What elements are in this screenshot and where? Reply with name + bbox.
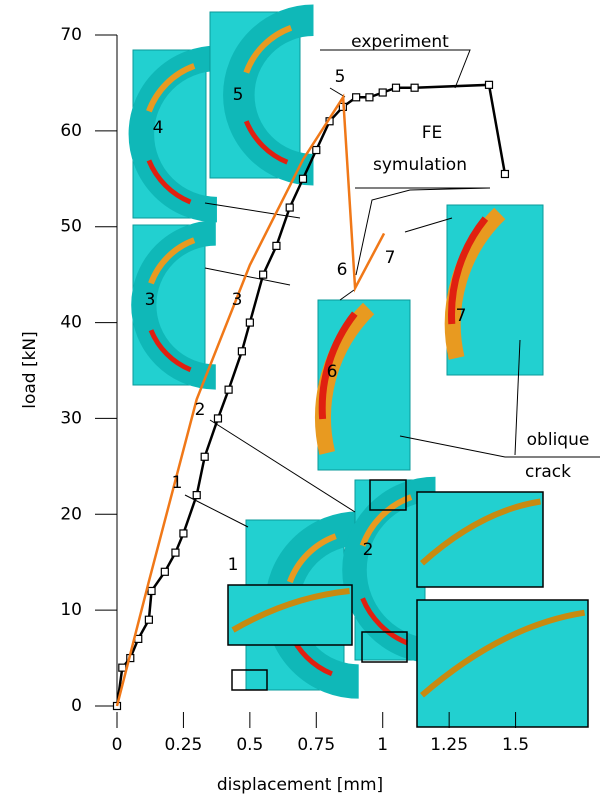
x-tick-label: 0.75 — [297, 735, 335, 755]
x-tick-label: 1 — [377, 735, 388, 755]
point-marker — [119, 664, 126, 671]
point-marker — [238, 348, 245, 355]
point-marker — [201, 453, 208, 460]
y-tick-label: 50 — [60, 217, 82, 237]
point-marker — [300, 175, 307, 182]
point-marker — [393, 84, 400, 91]
point-marker — [260, 271, 267, 278]
y-axis-label: load [kN] — [20, 331, 40, 409]
annotation: 6 — [327, 362, 338, 382]
annotation: 6 — [337, 260, 348, 280]
point-marker — [214, 415, 221, 422]
annotation: 2 — [363, 540, 374, 560]
point-marker — [246, 319, 253, 326]
y-tick-label: 40 — [60, 313, 82, 333]
x-tick-label: 0.5 — [236, 735, 263, 755]
y-tick-label: 0 — [71, 696, 82, 716]
point-marker — [366, 94, 373, 101]
point-marker — [486, 81, 493, 88]
point-marker — [353, 94, 360, 101]
point-marker — [313, 147, 320, 154]
x-axis-label: displacement [mm] — [217, 775, 383, 795]
y-tick-label: 30 — [60, 408, 82, 428]
y-tick-label: 20 — [60, 504, 82, 524]
chart: 0 10 20 30 40 50 60 70 0 0.25 0.5 0.75 1 1.25 1.5 load… — [0, 0, 608, 803]
annotation: experiment — [351, 32, 449, 52]
point-marker — [411, 84, 418, 91]
point-marker — [501, 170, 508, 177]
annotation: 5 — [233, 85, 244, 105]
x-tick-label: 1.5 — [502, 735, 529, 755]
annotation: 1 — [228, 555, 239, 575]
point-marker — [273, 242, 280, 249]
point-marker — [180, 530, 187, 537]
point-marker — [172, 549, 179, 556]
point-marker — [379, 89, 386, 96]
y-tick-label: 10 — [60, 600, 82, 620]
annotation: 5 — [335, 67, 346, 87]
x-tick-label: 0 — [112, 735, 123, 755]
annotation: 2 — [195, 400, 206, 420]
point-marker — [145, 616, 152, 623]
annotation: FE — [422, 123, 443, 143]
annotation: oblique — [527, 430, 590, 450]
x-tick-label: 1.25 — [430, 735, 468, 755]
point-marker — [161, 568, 168, 575]
annotation: 3 — [232, 290, 243, 310]
annotation: 7 — [456, 306, 467, 326]
insets — [133, 12, 588, 727]
annotation: symulation — [373, 155, 467, 175]
annotation: 1 — [172, 473, 183, 493]
annotation: 4 — [153, 118, 164, 138]
annotation: 7 — [385, 248, 396, 268]
y-tick-label: 70 — [60, 25, 82, 45]
annotation: 3 — [145, 290, 156, 310]
point-marker — [148, 587, 155, 594]
x-tick-label: 0.25 — [164, 735, 202, 755]
point-marker — [193, 492, 200, 499]
point-marker — [286, 204, 293, 211]
point-marker — [225, 386, 232, 393]
annotation: crack — [525, 462, 571, 482]
y-tick-label: 60 — [60, 121, 82, 141]
